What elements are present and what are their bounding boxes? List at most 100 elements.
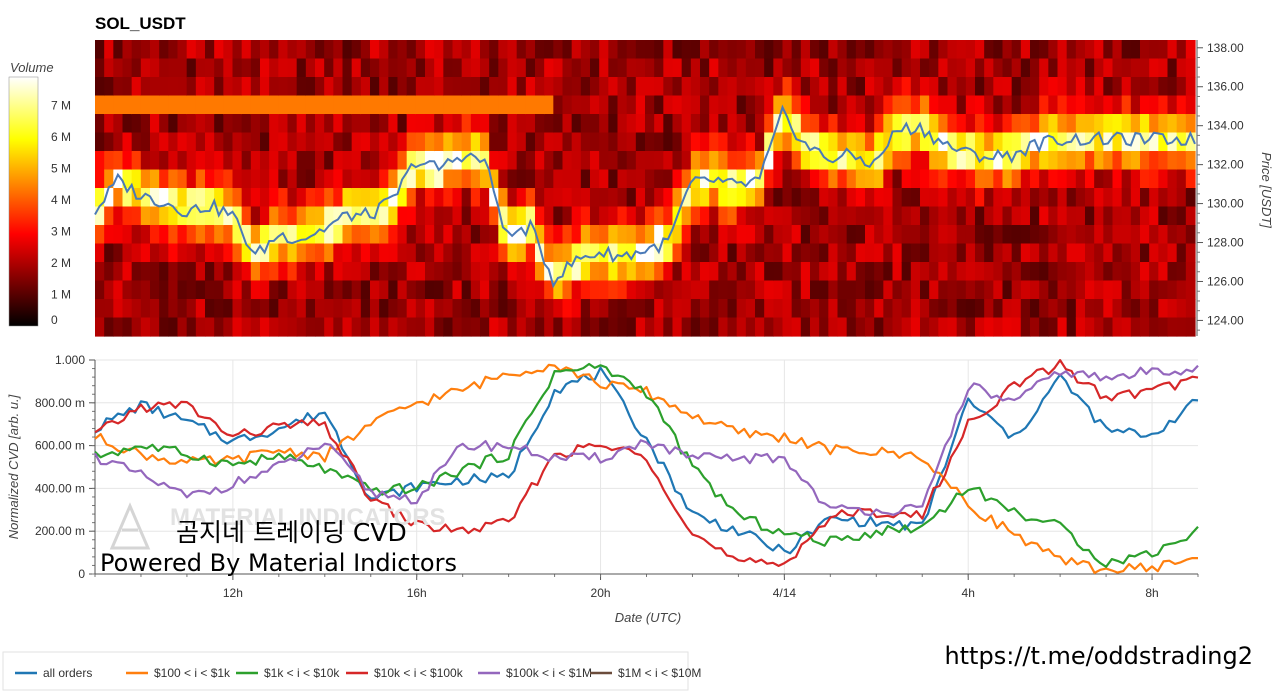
legend-item[interactable]: all orders xyxy=(15,666,92,680)
heatmap-cell xyxy=(736,114,747,134)
heatmap-cell xyxy=(700,40,710,60)
heatmap-cell xyxy=(498,151,509,171)
heatmap-cell xyxy=(113,188,124,208)
heatmap-cell xyxy=(360,206,371,226)
legend-label: $100k < i < $1M xyxy=(506,666,592,680)
legend-item[interactable]: $1k < i < $10k xyxy=(236,666,340,680)
heatmap-cell xyxy=(855,169,866,189)
heatmap-cell xyxy=(397,262,408,282)
heatmap-cell xyxy=(910,206,921,226)
heatmap-cell xyxy=(489,58,499,78)
heatmap-cell xyxy=(113,58,124,78)
heatmap-cell xyxy=(791,132,802,152)
legend-item[interactable]: $10k < i < $100k xyxy=(346,666,464,680)
heatmap-cell xyxy=(525,206,536,226)
heatmap-cell xyxy=(1066,225,1077,245)
heatmap-cell xyxy=(654,114,664,134)
heatmap-cell xyxy=(214,114,224,134)
legend-item[interactable]: $100 < i < $1k xyxy=(126,666,231,680)
heatmap-cell xyxy=(1185,40,1196,60)
heatmap-cell xyxy=(599,262,609,282)
heatmap-cell xyxy=(562,262,573,282)
heatmap-cell xyxy=(342,206,353,226)
heatmap-cell xyxy=(168,151,179,171)
heatmap-cell xyxy=(617,40,628,60)
heatmap-cell xyxy=(113,317,124,337)
watermark: MATERIAL INDICATORS 곰지네 트레이딩 CVD Powered… xyxy=(100,502,457,577)
legend-item[interactable]: $100k < i < $1M xyxy=(478,666,592,680)
telegram-url[interactable]: https://t.me/oddstrading2 xyxy=(944,642,1253,670)
heatmap-cell xyxy=(379,262,389,282)
legend-item[interactable]: $1M < i < $10M xyxy=(590,666,701,680)
heatmap-cell xyxy=(122,169,133,189)
heatmap-cell xyxy=(342,280,353,300)
heatmap-cell xyxy=(241,58,252,78)
heatmap-cell xyxy=(663,243,674,263)
heatmap-cell xyxy=(571,299,582,319)
heatmap-cell xyxy=(415,95,426,115)
heatmap-cell xyxy=(305,188,316,208)
heatmap-cell xyxy=(736,132,747,152)
heatmap-cell xyxy=(324,317,334,337)
heatmap-cell xyxy=(241,206,252,226)
heatmap-cell xyxy=(415,317,426,337)
heatmap-cell xyxy=(553,225,564,245)
heatmap-cell xyxy=(837,188,848,208)
heatmap-cell xyxy=(837,77,848,97)
chart-title: SOL_USDT xyxy=(95,14,186,33)
heatmap-cell xyxy=(223,58,234,78)
heatmap-cell xyxy=(1140,58,1150,78)
cvd-series-line xyxy=(94,364,1199,517)
heatmap-cell xyxy=(177,243,188,263)
heatmap-cell xyxy=(443,317,454,337)
heatmap-cell xyxy=(122,151,133,171)
heatmap-cell xyxy=(205,114,215,134)
heatmap-cell xyxy=(535,132,545,152)
heatmap-cell xyxy=(498,206,509,226)
heatmap-cell xyxy=(159,299,169,319)
heatmap-cell xyxy=(379,188,389,208)
heatmap-cell xyxy=(214,132,224,152)
heatmap-cell xyxy=(681,280,692,300)
heatmap-cell xyxy=(1030,206,1040,226)
heatmap-cell xyxy=(1185,114,1196,134)
heatmap-cell xyxy=(1140,151,1150,171)
heatmap-cell xyxy=(1002,225,1013,245)
heatmap-cell xyxy=(315,114,325,134)
heatmap-cell xyxy=(727,95,738,115)
heatmap-cell xyxy=(929,151,939,171)
heatmap-cell xyxy=(1130,58,1141,78)
cvd-x-tick-label: 4h xyxy=(962,586,975,600)
heatmap-cell xyxy=(260,40,270,60)
heatmap-cell xyxy=(296,58,307,78)
heatmap-cell xyxy=(608,262,619,282)
heatmap-cell xyxy=(1167,317,1178,337)
heatmap-cell xyxy=(205,58,215,78)
heatmap-cell xyxy=(929,262,939,282)
heatmap-cell xyxy=(1085,151,1095,171)
heatmap-cell xyxy=(250,299,261,319)
heatmap-cell xyxy=(95,317,105,337)
heatmap-cell xyxy=(718,40,729,60)
heatmap-cell xyxy=(645,169,655,189)
heatmap-cell xyxy=(910,317,921,337)
heatmap-cell xyxy=(1185,188,1196,208)
heatmap-cell xyxy=(855,95,866,115)
heatmap-cell xyxy=(1020,40,1031,60)
heatmap-cell xyxy=(1020,132,1031,152)
heatmap-cell xyxy=(168,132,179,152)
heatmap-cell xyxy=(470,114,481,134)
heatmap-cell xyxy=(516,243,527,263)
heatmap-cell xyxy=(727,262,738,282)
heatmap-cell xyxy=(544,95,554,115)
heatmap-cell xyxy=(425,206,435,226)
heatmap-cell xyxy=(920,243,930,263)
heatmap-cell xyxy=(1066,169,1077,189)
heatmap-cell xyxy=(333,317,344,337)
heatmap-cell xyxy=(846,188,857,208)
heatmap-cell xyxy=(1094,206,1104,226)
heatmap-cell xyxy=(892,188,903,208)
heatmap-cell xyxy=(168,262,179,282)
heatmap-cell xyxy=(205,77,215,97)
heatmap-cell xyxy=(360,77,371,97)
